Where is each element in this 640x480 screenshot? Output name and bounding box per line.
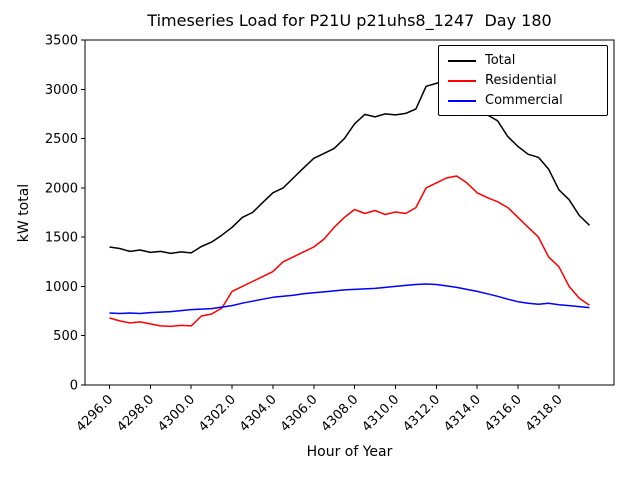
- y-tick-label: 2500: [45, 132, 78, 147]
- x-tick-label: 4308.0: [319, 392, 362, 435]
- legend-item: Residential: [448, 73, 598, 88]
- legend: Total Residential Commercial: [438, 45, 608, 116]
- legend-label: Residential: [485, 73, 557, 88]
- y-tick-label: 2000: [45, 181, 78, 196]
- series-commercial-line: [109, 283, 590, 315]
- y-tick-label: 1500: [45, 231, 78, 246]
- legend-item: Commercial: [448, 93, 598, 108]
- legend-line-swatch: [448, 79, 476, 82]
- x-tick-label: 4306.0: [278, 392, 321, 435]
- x-tick-label: 4300.0: [155, 392, 198, 435]
- chart-title: Timeseries Load for P21U p21uhs8_1247 Da…: [147, 11, 552, 30]
- x-tick-label: 4298.0: [114, 392, 157, 435]
- x-tick-label: 4302.0: [196, 392, 239, 435]
- series-residential-line: [109, 175, 590, 328]
- y-tick-label: 500: [53, 329, 78, 344]
- legend-label: Commercial: [485, 93, 563, 108]
- legend-item: Total: [448, 53, 598, 68]
- x-tick-label: 4314.0: [441, 392, 484, 435]
- legend-label: Total: [485, 53, 516, 68]
- y-tick-label: 0: [70, 379, 78, 394]
- series-total-line: [109, 78, 591, 255]
- x-tick-label: 4316.0: [482, 392, 525, 435]
- legend-line-swatch: [448, 99, 476, 102]
- x-tick-label: 4304.0: [237, 392, 280, 435]
- y-tick-label: 3500: [45, 34, 78, 49]
- x-tick-label: 4310.0: [360, 392, 403, 435]
- x-tick-label: 4296.0: [74, 392, 117, 435]
- x-tick-label: 4318.0: [523, 392, 566, 435]
- x-axis-label: Hour of Year: [306, 444, 393, 460]
- y-tick-label: 1000: [45, 280, 78, 295]
- plot-frame: [84, 39, 615, 386]
- legend-line-swatch: [448, 59, 476, 62]
- x-tick-label: 4312.0: [400, 392, 443, 435]
- y-tick-label: 3000: [45, 83, 78, 98]
